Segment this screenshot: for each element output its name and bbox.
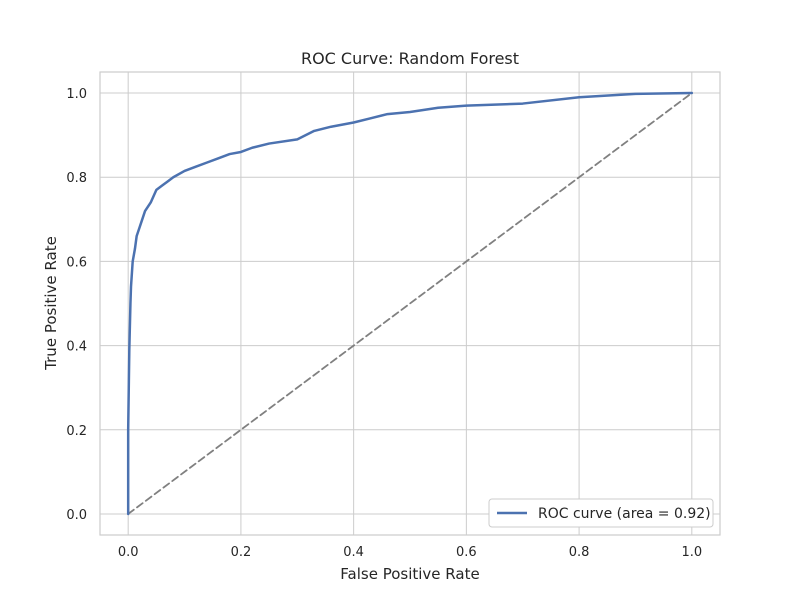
y-tick-label: 0.6 — [66, 255, 87, 270]
x-tick-label: 0.4 — [343, 545, 364, 560]
y-tick-label: 1.0 — [66, 87, 87, 102]
y-tick-label: 0.0 — [66, 508, 87, 523]
legend: ROC curve (area = 0.92) — [488, 498, 714, 528]
x-tick-label: 0.6 — [456, 545, 477, 560]
tick-labels: 0.0 0.2 0.4 0.6 0.8 1.0 0.0 0.2 0.4 0.6 0.8 1.0 — [66, 87, 702, 560]
legend-box — [488, 498, 714, 528]
y-tick-label: 0.2 — [66, 424, 87, 439]
y-tick-label: 0.8 — [66, 171, 87, 186]
y-axis-label: True Positive Rate — [42, 236, 60, 371]
roc-curve-line — [126, 91, 694, 516]
x-tick-label: 1.0 — [681, 545, 702, 560]
x-tick-label: 0.0 — [118, 545, 139, 560]
chart-title: ROC Curve: Random Forest — [301, 49, 519, 68]
y-tick-label: 0.4 — [66, 340, 87, 355]
plot-frame — [99, 71, 721, 536]
chance-diagonal-line — [127, 92, 693, 515]
x-tick-label: 0.8 — [569, 545, 590, 560]
x-axis-label: False Positive Rate — [340, 565, 479, 583]
legend-label-roc: ROC curve (area = 0.92) — [538, 506, 711, 522]
series-layer — [126, 91, 694, 516]
x-tick-label: 0.2 — [231, 545, 252, 560]
